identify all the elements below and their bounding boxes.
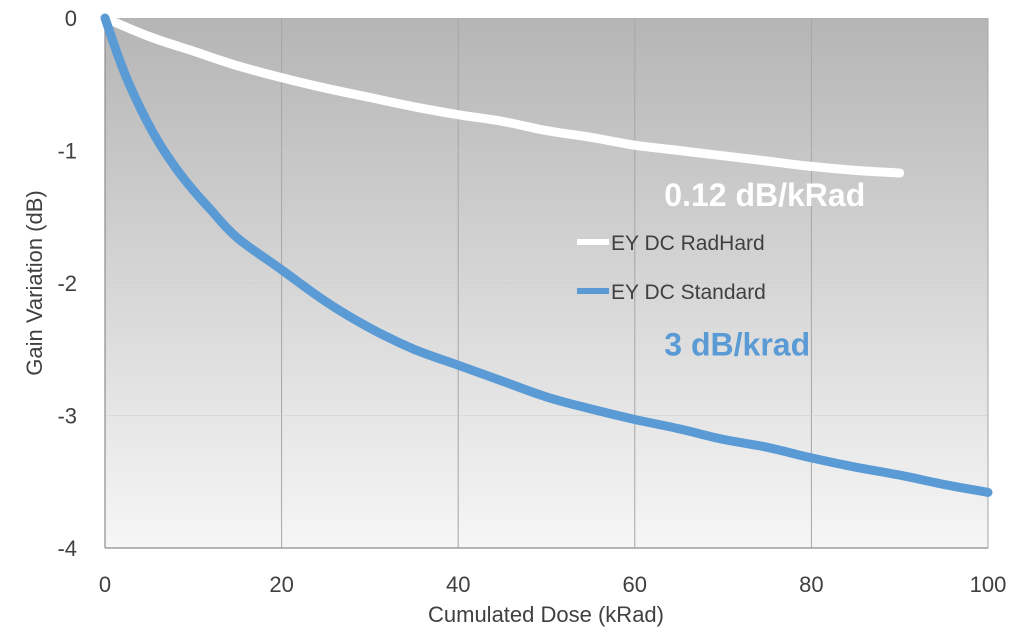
y-axis-title: Gain Variation (dB) — [22, 190, 47, 375]
x-tick-label: 0 — [99, 572, 111, 597]
y-tick-label: -4 — [57, 536, 77, 561]
tick-labels: 0 20 40 60 80 100 0 -1 -2 -3 -4 — [57, 6, 1006, 597]
legend-label-ey-dc-radhard: EY DC RadHard — [611, 232, 765, 255]
axes — [104, 18, 988, 549]
legend-label-ey-dc-standard: EY DC Standard — [611, 281, 766, 304]
x-tick-label: 80 — [799, 572, 823, 597]
x-tick-label: 100 — [970, 572, 1007, 597]
annotation-label: 3 dB/krad — [664, 327, 810, 363]
x-tick-label: 20 — [269, 572, 293, 597]
annotations: 0.12 dB/kRad 3 dB/krad — [664, 177, 865, 363]
y-tick-label: 0 — [65, 6, 77, 31]
y-tick-label: -1 — [57, 139, 77, 164]
grid-lines — [105, 18, 989, 548]
y-tick-label: -2 — [57, 271, 77, 296]
x-tick-label: 40 — [446, 572, 470, 597]
x-tick-label: 60 — [623, 572, 647, 597]
y-tick-label: -3 — [57, 404, 77, 429]
x-axis-title: Cumulated Dose (kRad) — [428, 602, 664, 627]
series-lines — [100, 13, 993, 497]
series-line-ey-dc-radhard — [100, 13, 905, 178]
annotation-label: 0.12 dB/kRad — [664, 177, 865, 213]
legend: EY DC RadHard EY DC Standard — [577, 232, 766, 304]
series-line-ey-dc-standard — [100, 13, 993, 497]
